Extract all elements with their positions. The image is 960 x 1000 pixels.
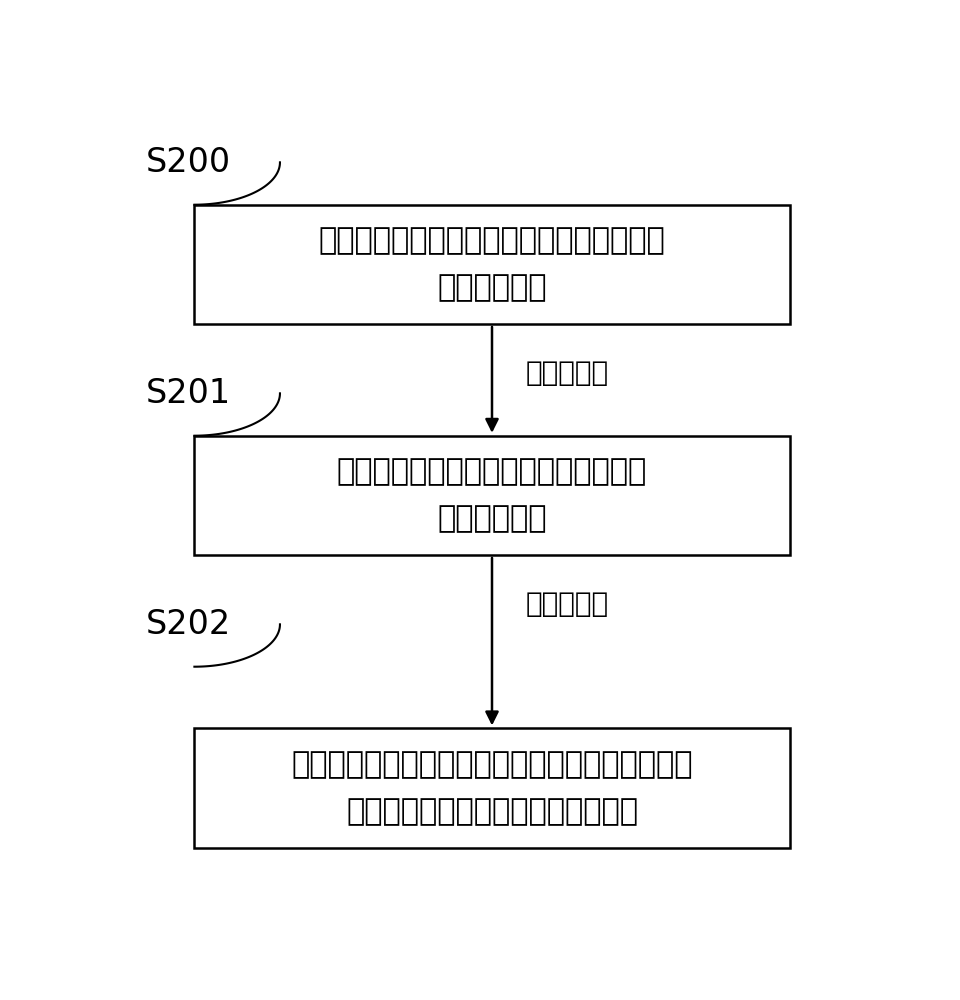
Text: S201: S201 — [146, 377, 231, 410]
Text: 若选择失败: 若选择失败 — [525, 359, 609, 387]
Text: 基于终端历史保存的邻区列表选择所述
第二目标邻区: 基于终端历史保存的邻区列表选择所述 第二目标邻区 — [337, 457, 647, 534]
Text: 基于所述当前服务小区的邻区列表选择所述
第二目标邻区: 基于所述当前服务小区的邻区列表选择所述 第二目标邻区 — [319, 226, 665, 303]
FancyBboxPatch shape — [194, 205, 789, 324]
Text: 终端进行扫频以得到初始化小区列表，基于所述初
始化小区列表选择所述第二目标邻区: 终端进行扫频以得到初始化小区列表，基于所述初 始化小区列表选择所述第二目标邻区 — [291, 750, 693, 826]
Text: 若选择失败: 若选择失败 — [525, 590, 609, 618]
FancyBboxPatch shape — [194, 728, 789, 848]
FancyBboxPatch shape — [194, 436, 789, 555]
Text: S200: S200 — [146, 146, 231, 179]
Text: S202: S202 — [146, 608, 231, 641]
